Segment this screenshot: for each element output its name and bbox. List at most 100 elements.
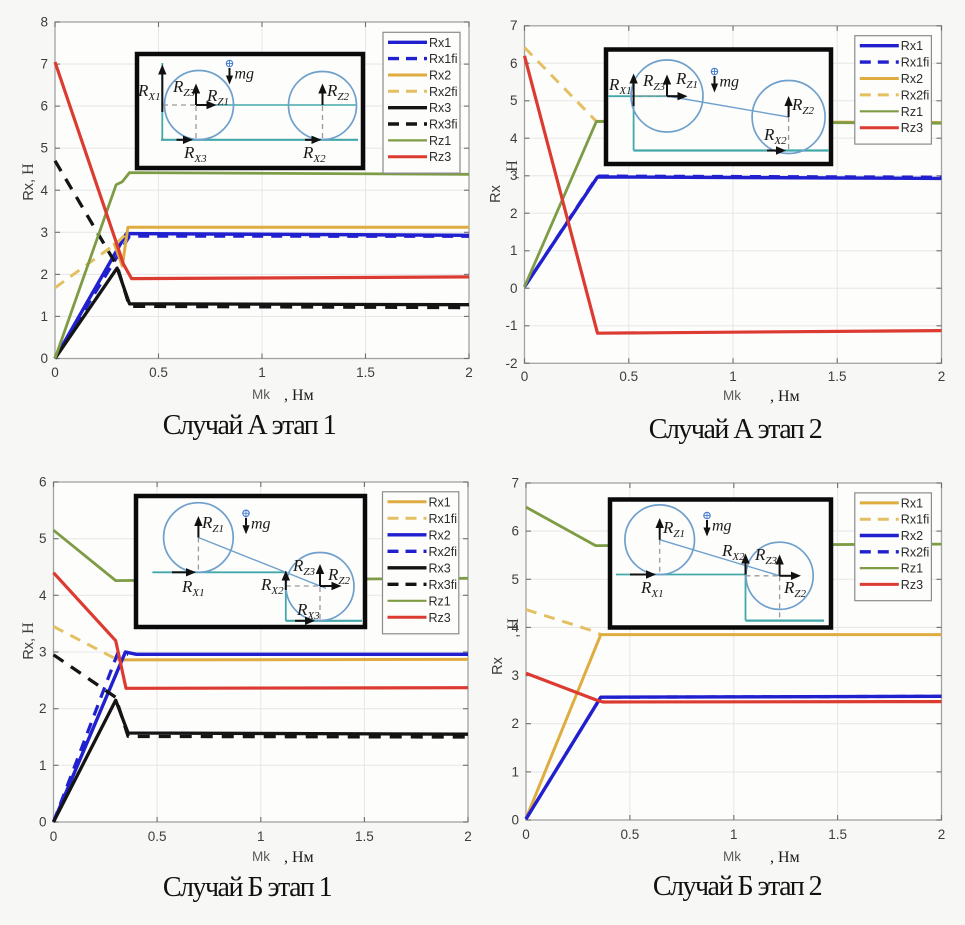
svg-text:Rx2: Rx2 xyxy=(901,529,923,543)
svg-text:0: 0 xyxy=(51,365,59,380)
svg-text:Rx3: Rx3 xyxy=(429,101,451,115)
svg-text:Rx1: Rx1 xyxy=(901,39,923,53)
svg-text:1.5: 1.5 xyxy=(828,369,847,384)
svg-text:2: 2 xyxy=(938,369,946,384)
svg-text:Rx3fi: Rx3fi xyxy=(429,118,457,132)
svg-text:7: 7 xyxy=(40,57,48,72)
svg-text:Rx2fi: Rx2fi xyxy=(429,85,457,99)
svg-text:4: 4 xyxy=(40,183,48,198)
svg-text:, Нм: , Нм xyxy=(770,388,800,405)
svg-text:Случай А этап 2: Случай А этап 2 xyxy=(649,414,822,445)
svg-text:1: 1 xyxy=(40,309,48,324)
svg-text:5: 5 xyxy=(511,572,519,587)
svg-text:Rz1: Rz1 xyxy=(429,134,451,148)
svg-text:Rx1: Rx1 xyxy=(429,495,451,509)
svg-text:Rz3: Rz3 xyxy=(901,578,923,592)
svg-text:0.5: 0.5 xyxy=(149,365,168,380)
svg-text:Rx2: Rx2 xyxy=(429,528,451,542)
svg-text:2: 2 xyxy=(40,267,48,282)
svg-text:mg: mg xyxy=(235,66,255,83)
svg-text:1: 1 xyxy=(257,829,265,844)
svg-text:Rx3fi: Rx3fi xyxy=(429,578,457,592)
svg-text:Rx3: Rx3 xyxy=(429,561,451,575)
svg-text:3: 3 xyxy=(40,225,48,240)
svg-text:0: 0 xyxy=(39,815,47,830)
svg-text:1: 1 xyxy=(730,827,738,842)
svg-text:Случай Б этап 2: Случай Б этап 2 xyxy=(653,871,822,902)
svg-text:-1: -1 xyxy=(505,318,517,333)
svg-text:Rx1fi: Rx1fi xyxy=(901,56,929,70)
svg-text:Mk: Mk xyxy=(723,388,741,403)
svg-text:1: 1 xyxy=(39,758,47,773)
svg-text:7: 7 xyxy=(511,476,519,491)
svg-text:Rz3: Rz3 xyxy=(429,611,451,625)
svg-text:Rx2: Rx2 xyxy=(429,69,451,83)
svg-text:, Нм: , Нм xyxy=(770,849,800,866)
svg-text:Rx1: Rx1 xyxy=(901,496,923,510)
svg-text:, Нм: , Нм xyxy=(284,849,314,866)
svg-text:1: 1 xyxy=(729,369,737,384)
svg-text:1: 1 xyxy=(510,243,518,258)
svg-text:Rx2: Rx2 xyxy=(901,72,923,86)
svg-text:mg: mg xyxy=(251,515,271,532)
svg-text:3: 3 xyxy=(39,645,47,660)
svg-text:3: 3 xyxy=(511,668,519,683)
svg-text:Mk: Mk xyxy=(252,849,270,864)
svg-text:Rz1: Rz1 xyxy=(429,594,451,608)
svg-text:0.5: 0.5 xyxy=(619,369,638,384)
svg-text:2: 2 xyxy=(938,827,946,842)
svg-text:1.5: 1.5 xyxy=(828,827,847,842)
svg-text:0: 0 xyxy=(40,351,48,366)
svg-text:Rx2fi: Rx2fi xyxy=(901,545,929,559)
svg-text:Rx1fi: Rx1fi xyxy=(901,513,929,527)
svg-text:Mk: Mk xyxy=(723,849,741,864)
svg-text:Rz1: Rz1 xyxy=(901,105,923,119)
svg-text:, Н: , Н xyxy=(504,160,521,180)
svg-text:5: 5 xyxy=(510,93,518,108)
svg-text:Rz1: Rz1 xyxy=(901,562,923,576)
svg-text:, Н: , Н xyxy=(505,618,522,638)
svg-text:0: 0 xyxy=(510,281,518,296)
svg-text:5: 5 xyxy=(39,531,47,546)
svg-text:Rz3: Rz3 xyxy=(429,150,451,164)
svg-text:6: 6 xyxy=(40,99,48,114)
svg-text:0: 0 xyxy=(522,827,530,842)
svg-text:0: 0 xyxy=(521,369,529,384)
svg-text:Rx: Rx xyxy=(490,656,506,674)
svg-text:Rx1fi: Rx1fi xyxy=(429,52,457,66)
svg-text:0: 0 xyxy=(50,829,58,844)
svg-text:mg: mg xyxy=(712,518,732,535)
svg-text:Rx, Н: Rx, Н xyxy=(20,622,37,660)
svg-text:5: 5 xyxy=(40,141,48,156)
svg-text:1: 1 xyxy=(258,365,266,380)
svg-text:Rx1fi: Rx1fi xyxy=(429,512,457,526)
svg-text:1.5: 1.5 xyxy=(355,829,374,844)
svg-text:Rz3: Rz3 xyxy=(901,121,923,135)
svg-text:6: 6 xyxy=(39,475,47,490)
svg-text:1: 1 xyxy=(511,764,519,779)
svg-text:0.5: 0.5 xyxy=(148,829,167,844)
svg-text:2: 2 xyxy=(39,701,47,716)
svg-text:6: 6 xyxy=(510,56,518,71)
svg-text:7: 7 xyxy=(510,18,518,33)
svg-text:, Нм: , Нм xyxy=(284,387,314,404)
svg-text:-2: -2 xyxy=(505,356,517,371)
svg-text:Случай А этап 1: Случай А этап 1 xyxy=(163,410,336,441)
svg-text:Rx2fi: Rx2fi xyxy=(901,88,929,102)
svg-text:Rx1: Rx1 xyxy=(429,36,451,50)
svg-text:2: 2 xyxy=(511,716,519,731)
svg-text:Mk: Mk xyxy=(252,387,270,402)
svg-text:6: 6 xyxy=(511,524,519,539)
svg-text:2: 2 xyxy=(510,206,518,221)
svg-text:Rx: Rx xyxy=(488,184,504,202)
svg-text:4: 4 xyxy=(39,588,47,603)
svg-text:4: 4 xyxy=(511,620,519,635)
svg-text:mg: mg xyxy=(720,74,740,91)
svg-text:8: 8 xyxy=(40,15,48,30)
svg-text:2: 2 xyxy=(464,829,472,844)
svg-text:0: 0 xyxy=(511,813,519,828)
svg-text:1.5: 1.5 xyxy=(356,365,375,380)
svg-text:4: 4 xyxy=(510,131,518,146)
svg-text:Rx, Н: Rx, Н xyxy=(20,163,37,201)
svg-text:Rx2fi: Rx2fi xyxy=(429,545,457,559)
